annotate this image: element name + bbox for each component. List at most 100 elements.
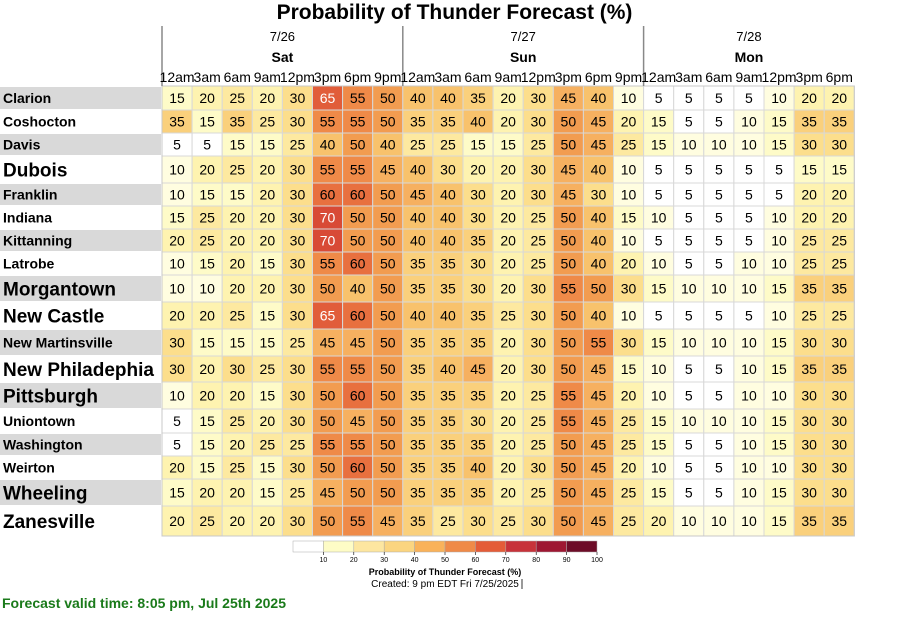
cell-value: 20 (260, 413, 276, 429)
hour-label: 6pm (826, 69, 853, 85)
row-label-wheeling: Wheeling (3, 484, 87, 505)
hour-label: 3pm (314, 69, 341, 85)
heatmap-cell (251, 274, 283, 303)
colorbar-tick-label: 20 (350, 557, 358, 564)
heatmap-cell (613, 355, 645, 383)
cell-value: 20 (169, 308, 185, 324)
cell-value: 30 (831, 485, 847, 501)
cell-value: 25 (290, 437, 306, 453)
cell-value: 50 (380, 413, 396, 429)
heatmap-cell (823, 355, 855, 383)
cell-value: 15 (621, 210, 637, 226)
cell-value: 30 (290, 162, 306, 178)
cell-value: 30 (831, 413, 847, 429)
cell-value: 50 (320, 513, 336, 529)
cell-value: 10 (621, 308, 637, 324)
cell-value: 40 (440, 210, 456, 226)
cell-value: 35 (470, 233, 486, 249)
heatmap-cell (673, 301, 705, 330)
cell-value: 5 (715, 114, 723, 130)
colorbar-tick-label: 100 (591, 557, 603, 564)
forecast-valid-time: Forecast valid time: 8:05 pm, Jul 25th 2… (2, 595, 287, 611)
heatmap-cell (402, 355, 434, 383)
cell-value: 15 (229, 335, 245, 351)
colorbar-swatch (383, 540, 415, 553)
cell-value: 10 (771, 256, 787, 272)
row-label-indiana: Indiana (3, 210, 52, 226)
cell-value: 10 (771, 388, 787, 404)
heatmap-cell (582, 505, 615, 537)
cell-value: 45 (470, 361, 486, 377)
cell-value: 20 (621, 460, 637, 476)
cell-value: 25 (410, 137, 426, 153)
cell-value: 5 (685, 162, 693, 178)
cell-value: 15 (651, 413, 667, 429)
cell-value: 55 (320, 162, 336, 178)
heatmap-cell (432, 328, 464, 357)
cell-value: 35 (440, 388, 456, 404)
cell-value: 15 (169, 485, 185, 501)
cell-value: 20 (500, 281, 516, 297)
cell-value: 60 (350, 460, 366, 476)
cell-value: 10 (741, 388, 757, 404)
cell-value: 15 (199, 187, 215, 203)
heatmap-cell (582, 85, 615, 111)
cell-value: 20 (229, 256, 245, 272)
cell-value: 30 (621, 281, 637, 297)
heatmap-cell (312, 155, 344, 184)
cell-value: 30 (530, 361, 546, 377)
cell-value: 30 (290, 210, 306, 226)
heatmap-cell (191, 381, 223, 410)
heatmap-cell (281, 355, 313, 383)
cell-value: 10 (771, 210, 787, 226)
heatmap-cell (552, 355, 584, 383)
cell-value: 55 (350, 513, 366, 529)
cell-value: 25 (831, 233, 847, 249)
cell-value: 15 (260, 485, 276, 501)
cell-value: 10 (651, 256, 667, 272)
row-label-bg (0, 230, 161, 251)
heatmap-cell (793, 328, 825, 357)
cell-value: 35 (470, 308, 486, 324)
cell-value: 20 (260, 281, 276, 297)
hour-label: 6pm (585, 69, 612, 85)
cell-value: 5 (745, 162, 753, 178)
hour-label: 12am (160, 69, 195, 85)
cell-value: 55 (350, 437, 366, 453)
cell-value: 55 (591, 335, 607, 351)
colorbar-swatch (353, 540, 385, 553)
cell-value: 25 (229, 162, 245, 178)
colorbar-swatch (475, 540, 507, 553)
row-label-bg (0, 134, 161, 155)
cell-value: 55 (350, 361, 366, 377)
cell-value: 15 (229, 187, 245, 203)
cell-value: 40 (440, 187, 456, 203)
heatmap-cell (251, 301, 283, 330)
heatmap-cell (763, 355, 795, 383)
cell-value: 70 (320, 233, 336, 249)
cell-value: 55 (350, 90, 366, 106)
cell-value: 20 (831, 187, 847, 203)
cell-value: 50 (561, 256, 577, 272)
day-name: Sun (510, 49, 536, 65)
cell-value: 50 (561, 460, 577, 476)
cell-value: 50 (350, 210, 366, 226)
heatmap-cell (552, 328, 584, 357)
cell-value: 30 (530, 460, 546, 476)
cell-value: 30 (801, 137, 817, 153)
cell-value: 5 (745, 187, 753, 203)
row-label-weirton: Weirton (3, 460, 55, 476)
cell-value: 25 (530, 437, 546, 453)
cell-value: 25 (621, 485, 637, 501)
heatmap-cell (221, 301, 253, 330)
cell-value: 10 (771, 233, 787, 249)
cell-value: 10 (771, 460, 787, 476)
cell-value: 5 (685, 361, 693, 377)
cell-value: 45 (380, 513, 396, 529)
hour-label: 12am (641, 69, 676, 85)
row-label-bg (0, 480, 161, 505)
cell-value: 30 (290, 233, 306, 249)
cell-value: 30 (290, 460, 306, 476)
cell-value: 20 (199, 388, 215, 404)
cell-value: 10 (169, 281, 185, 297)
